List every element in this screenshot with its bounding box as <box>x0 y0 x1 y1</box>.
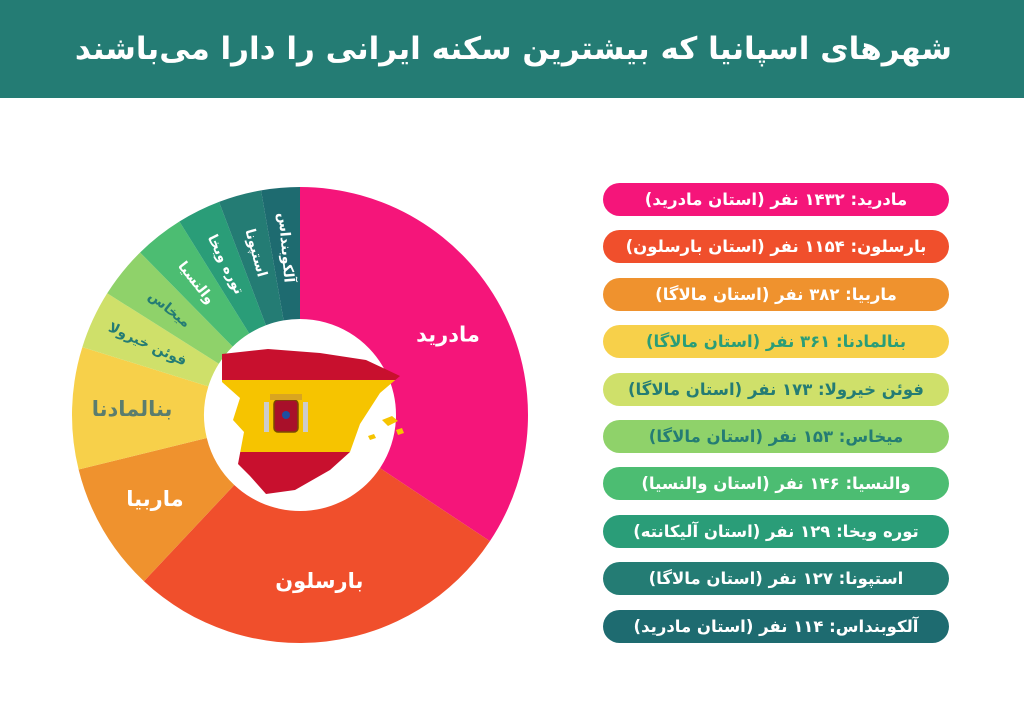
legend: مادرید: ۱۴۳۲ نفر (استان مادرید) بارسلون: … <box>603 183 949 657</box>
slice-1 <box>300 187 528 542</box>
slice-10 <box>261 187 300 321</box>
coat-of-arms-icon <box>264 394 308 433</box>
chart-title: شهرهای اسپانیا که بیشترین سکنه ایرانی را… <box>74 31 952 67</box>
legend-item: بارسلون: ۱۱۵۴ نفر (استان بارسلون) <box>603 230 949 264</box>
slice-7 <box>140 221 250 347</box>
slice-label-4: بنالمادنا <box>92 397 173 421</box>
legend-item: استپونا: ۱۲۷ نفر (استان مالاگا) <box>603 562 949 596</box>
legend-item: میخاس: ۱۵۳ نفر (استان مالاگا) <box>603 419 949 453</box>
legend-item: ماربیا: ۳۸۲ نفر (استان مالاگا) <box>603 277 949 311</box>
legend-item: بنالمادنا: ۳۶۱ نفر (استان مالاگا) <box>603 325 949 359</box>
donut-slices <box>72 187 528 643</box>
slice-label-3: ماربیا <box>126 487 183 511</box>
slice-5 <box>82 293 219 387</box>
slice-6 <box>107 252 233 364</box>
slice-8 <box>179 201 266 334</box>
slice-9 <box>219 190 284 326</box>
legend-item: مادرید: ۱۴۳۲ نفر (استان مادرید) <box>603 183 949 216</box>
legend-item: فوئن خیرولا: ۱۷۳ نفر (استان مالاگا) <box>603 372 949 406</box>
slice-label-1: مادرید <box>416 323 480 347</box>
legend-item: آلکوبنداس: ۱۱۴ نفر (استان مادرید) <box>603 609 949 643</box>
slice-4 <box>72 347 209 470</box>
legend-item: توره ویخا: ۱۲۹ نفر (استان آلیکانته) <box>603 514 949 548</box>
slice-2 <box>143 468 490 643</box>
header-banner: شهرهای اسپانیا که بیشترین سکنه ایرانی را… <box>0 0 1024 98</box>
legend-item: والنسیا: ۱۴۶ نفر (استان والنسیا) <box>603 467 949 501</box>
slice-label-2: بارسلون <box>275 569 363 593</box>
slice-3 <box>78 437 235 582</box>
